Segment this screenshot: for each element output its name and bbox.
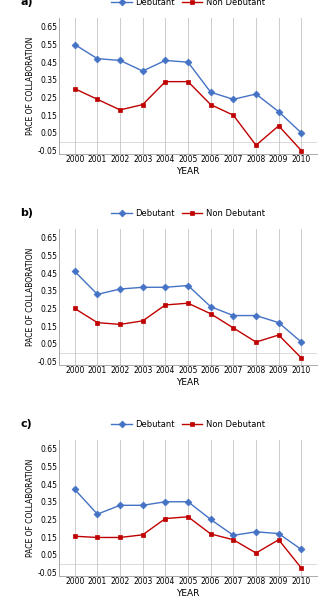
X-axis label: YEAR: YEAR	[176, 378, 200, 387]
Non Debutant	[141, 101, 145, 108]
Debutant	[299, 129, 303, 136]
Debutant	[232, 532, 235, 539]
Debutant	[73, 268, 77, 275]
Debutant	[299, 546, 303, 553]
Line: Debutant: Debutant	[72, 269, 304, 344]
Debutant	[164, 498, 167, 505]
Non Debutant	[186, 513, 190, 520]
Debutant	[186, 59, 190, 66]
Non Debutant	[118, 106, 122, 113]
Y-axis label: PACE OF COLLABORATION: PACE OF COLLABORATION	[26, 37, 35, 135]
Debutant	[118, 57, 122, 64]
Non Debutant	[95, 96, 99, 103]
Debutant	[232, 96, 235, 103]
Debutant	[95, 291, 99, 298]
Non Debutant	[277, 331, 281, 338]
Debutant	[254, 528, 258, 535]
Line: Debutant: Debutant	[72, 487, 304, 552]
Non Debutant	[209, 310, 213, 317]
Non Debutant	[277, 122, 281, 130]
Non Debutant	[186, 299, 190, 307]
Debutant	[73, 486, 77, 493]
Debutant	[209, 516, 213, 523]
Debutant	[118, 502, 122, 509]
X-axis label: YEAR: YEAR	[176, 589, 200, 598]
Line: Debutant: Debutant	[72, 42, 304, 136]
Debutant	[277, 530, 281, 537]
Non Debutant	[299, 355, 303, 362]
Debutant	[164, 284, 167, 291]
Non Debutant	[299, 147, 303, 154]
Non Debutant	[232, 112, 235, 119]
Debutant	[141, 502, 145, 509]
Non Debutant	[254, 142, 258, 149]
Non Debutant	[232, 536, 235, 544]
Non Debutant	[209, 530, 213, 538]
Debutant	[118, 286, 122, 293]
Non Debutant	[118, 321, 122, 328]
Debutant	[164, 57, 167, 64]
Legend: Debutant, Non Debutant: Debutant, Non Debutant	[111, 209, 265, 218]
Line: Non Debutant: Non Debutant	[72, 301, 304, 361]
Non Debutant	[118, 534, 122, 541]
Non Debutant	[95, 534, 99, 541]
Debutant	[299, 338, 303, 346]
Debutant	[254, 91, 258, 98]
Non Debutant	[141, 317, 145, 325]
Non Debutant	[299, 565, 303, 572]
Non Debutant	[73, 533, 77, 540]
Debutant	[186, 498, 190, 505]
Non Debutant	[73, 305, 77, 312]
Line: Non Debutant: Non Debutant	[72, 79, 304, 153]
Debutant	[209, 303, 213, 310]
Y-axis label: PACE OF COLLABORATION: PACE OF COLLABORATION	[26, 248, 35, 346]
Non Debutant	[254, 338, 258, 346]
Non Debutant	[164, 301, 167, 308]
Debutant	[73, 41, 77, 48]
Non Debutant	[95, 319, 99, 326]
Debutant	[141, 284, 145, 291]
Non Debutant	[232, 325, 235, 332]
Line: Non Debutant: Non Debutant	[72, 514, 304, 571]
Non Debutant	[73, 85, 77, 92]
Debutant	[95, 511, 99, 518]
Debutant	[254, 312, 258, 319]
Non Debutant	[254, 550, 258, 557]
Y-axis label: PACE OF COLLABORATION: PACE OF COLLABORATION	[26, 459, 35, 557]
Legend: Debutant, Non Debutant: Debutant, Non Debutant	[111, 419, 265, 428]
X-axis label: YEAR: YEAR	[176, 167, 200, 176]
Text: a): a)	[20, 0, 33, 7]
Legend: Debutant, Non Debutant: Debutant, Non Debutant	[111, 0, 265, 7]
Debutant	[95, 55, 99, 62]
Non Debutant	[277, 536, 281, 544]
Debutant	[141, 67, 145, 74]
Debutant	[232, 312, 235, 319]
Text: b): b)	[20, 208, 33, 218]
Non Debutant	[164, 515, 167, 522]
Debutant	[186, 282, 190, 289]
Non Debutant	[141, 531, 145, 538]
Debutant	[277, 319, 281, 326]
Debutant	[277, 108, 281, 115]
Debutant	[209, 89, 213, 96]
Non Debutant	[209, 101, 213, 108]
Non Debutant	[164, 78, 167, 85]
Non Debutant	[186, 78, 190, 85]
Text: c): c)	[20, 419, 32, 429]
